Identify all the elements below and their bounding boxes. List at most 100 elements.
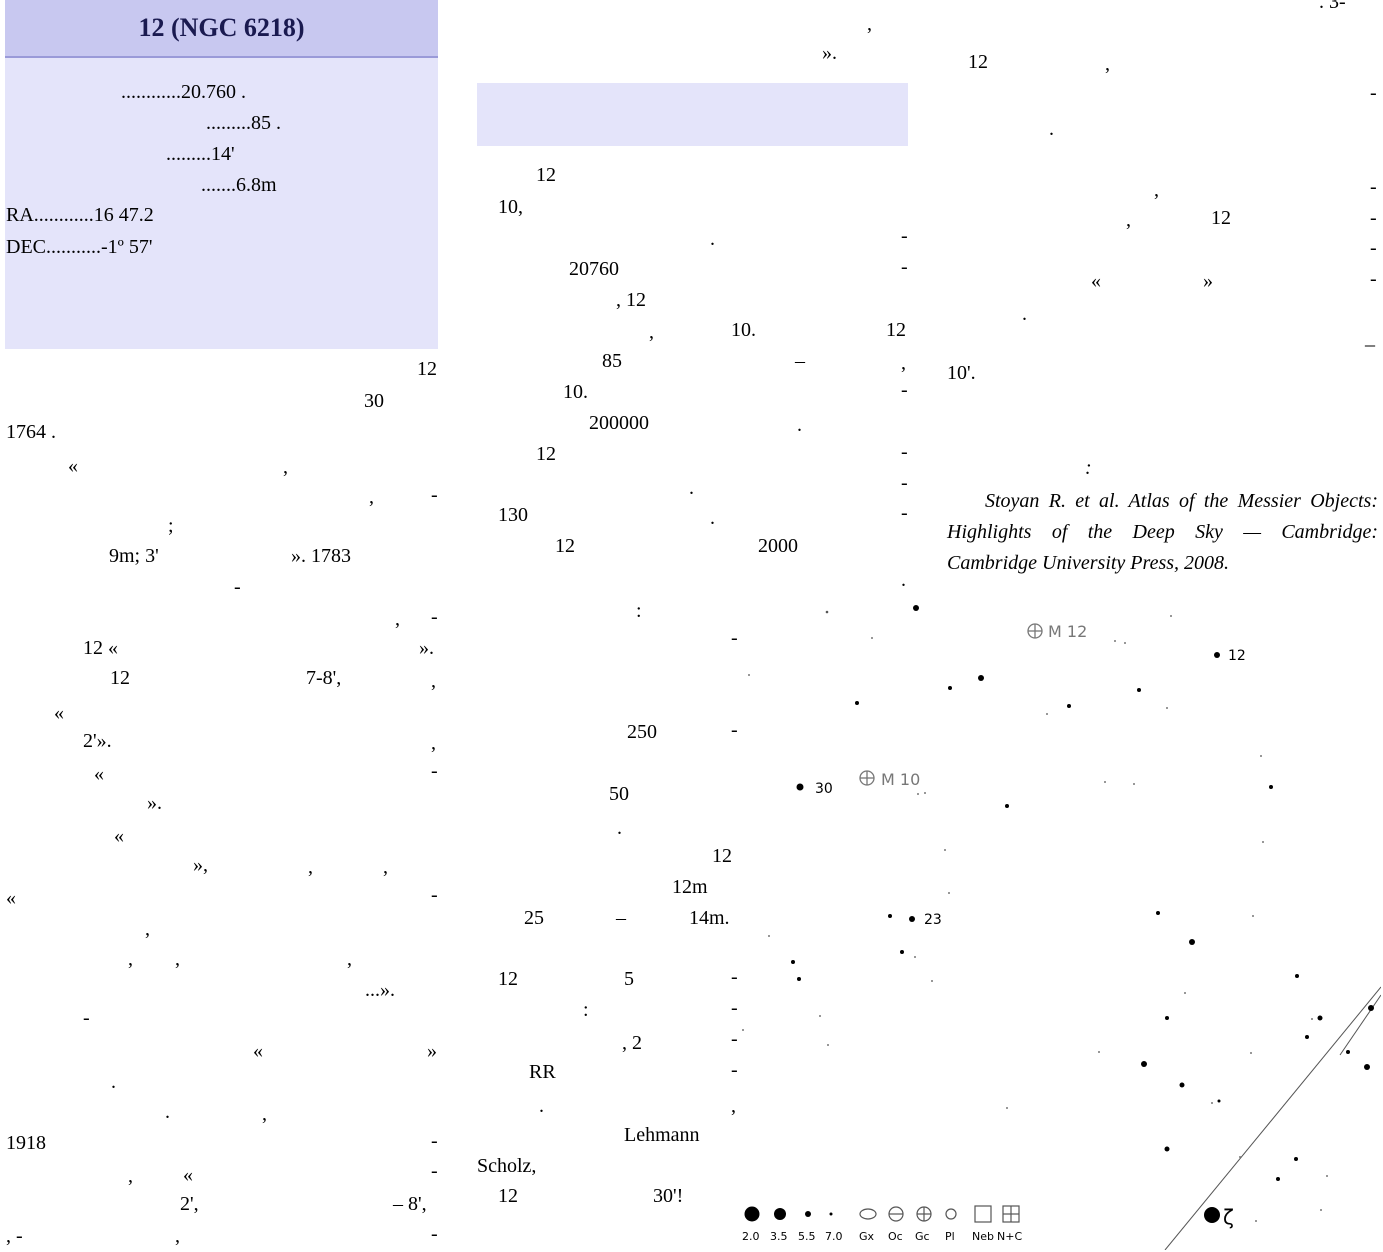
legend-label: 5.5 <box>798 1230 816 1243</box>
col1-line: , <box>369 486 374 508</box>
col1-line: - <box>431 760 438 782</box>
col1-line: , <box>175 1225 180 1247</box>
infobox-diameter: .........85 . <box>206 112 281 134</box>
col2-line: 10. <box>563 381 588 403</box>
col1-line: ». <box>147 792 162 814</box>
col1-line: 2', <box>180 1193 199 1215</box>
star <box>1189 939 1195 945</box>
col2-line: , 2 <box>622 1032 642 1054</box>
infobox-body <box>5 58 438 349</box>
col1-line: », <box>193 854 208 876</box>
legend-label: Pl <box>945 1230 955 1243</box>
star <box>1364 1064 1370 1070</box>
col2-line: 14m. <box>689 907 730 929</box>
col2-line: - <box>901 441 908 463</box>
greek-star-label: ζ <box>1223 1205 1234 1229</box>
col2-line: : <box>583 999 589 1021</box>
col3-line: - <box>1370 82 1377 104</box>
col2-line: 130 <box>498 504 528 526</box>
star <box>1214 652 1220 658</box>
globular-cluster-icon <box>916 1206 932 1222</box>
star <box>1211 1102 1213 1104</box>
col2-line: 12m <box>672 876 708 898</box>
star <box>1046 713 1048 715</box>
star <box>931 980 933 982</box>
col2-line: 200000 <box>589 412 649 434</box>
col1-line: « <box>94 763 104 785</box>
star <box>748 674 750 676</box>
reference-citation: Stoyan R. et al. Atlas of the Messier Ob… <box>947 490 1378 574</box>
col2-line: 20760 <box>569 258 619 280</box>
col2-line: . <box>539 1095 544 1117</box>
col2-line: 12 <box>536 164 556 186</box>
legend-label: 7.0 <box>825 1230 843 1243</box>
col1-line: , <box>145 918 150 940</box>
star <box>1184 992 1186 994</box>
col1-line: « <box>68 455 78 477</box>
star <box>1005 804 1009 808</box>
col2-line: - <box>901 472 908 494</box>
col1-line: , <box>262 1103 267 1125</box>
col2-line: 12 <box>498 1185 518 1207</box>
col1-line: , <box>175 948 180 970</box>
col2-line: 12 <box>536 443 556 465</box>
col2-line: , 12 <box>616 289 646 311</box>
col2-line: Scholz, <box>477 1155 537 1177</box>
col1-line: - <box>431 884 438 906</box>
legend-label: Gc <box>915 1230 930 1243</box>
legend-mag-2-icon <box>744 1206 760 1222</box>
star <box>924 792 926 794</box>
star <box>797 977 801 981</box>
col2-line: . <box>617 817 622 839</box>
star <box>1098 1051 1100 1053</box>
constellation-line <box>1339 994 1381 1056</box>
constellation-line <box>1164 986 1381 1250</box>
star <box>1260 755 1262 757</box>
open-cluster-icon <box>888 1206 904 1222</box>
star <box>1165 1016 1169 1020</box>
legend-label: Oc <box>888 1230 903 1243</box>
col2-line: . <box>901 569 906 591</box>
col2-line: - <box>901 502 908 524</box>
star <box>1179 1082 1185 1088</box>
col1-line: « <box>6 887 16 909</box>
map-legend: 2.0 3.5 5.5 7.0 Gx Oc Gc Pl Neb N+C <box>742 1205 1022 1243</box>
star <box>855 701 859 705</box>
star <box>768 935 770 937</box>
col1-line: , <box>308 856 313 878</box>
col2-line: 50 <box>609 783 629 805</box>
col2-line: 85 <box>602 350 622 372</box>
col2-line: 12 <box>712 845 732 867</box>
star <box>827 1044 829 1046</box>
star-map: M 12 M 10 <box>742 605 1381 1250</box>
col1-line: 12 « <box>83 637 118 659</box>
col2-line: 5 <box>624 968 634 990</box>
col1-line: - <box>431 1223 438 1245</box>
star <box>1269 785 1273 789</box>
col3-line: - <box>1370 268 1377 290</box>
star <box>913 605 919 611</box>
star <box>825 610 829 614</box>
col1-line: . <box>111 1071 116 1093</box>
col1-line: 12 <box>417 358 437 380</box>
col2-line: . <box>710 507 715 529</box>
star <box>1067 704 1071 708</box>
star <box>948 686 952 690</box>
galaxy-icon <box>859 1208 877 1220</box>
col2-line: 10. <box>731 319 756 341</box>
col3-line: _ <box>1365 327 1375 349</box>
col1-line: , <box>347 948 352 970</box>
col1-line: « <box>54 702 64 724</box>
col2-line: RR <box>529 1061 556 1083</box>
star <box>888 914 892 918</box>
infobox-dec: DEC...........-1º 57' <box>6 236 153 258</box>
star <box>819 1015 821 1017</box>
star <box>1170 615 1172 617</box>
star <box>1276 1177 1280 1181</box>
col3-line: : <box>1085 457 1092 479</box>
globular-cluster-m12-icon <box>1027 623 1043 639</box>
col3-line: 12 <box>968 51 988 73</box>
col1-line: 9m; 3' <box>109 545 159 567</box>
star <box>900 950 904 954</box>
legend-mag-3-5-icon <box>774 1208 786 1220</box>
